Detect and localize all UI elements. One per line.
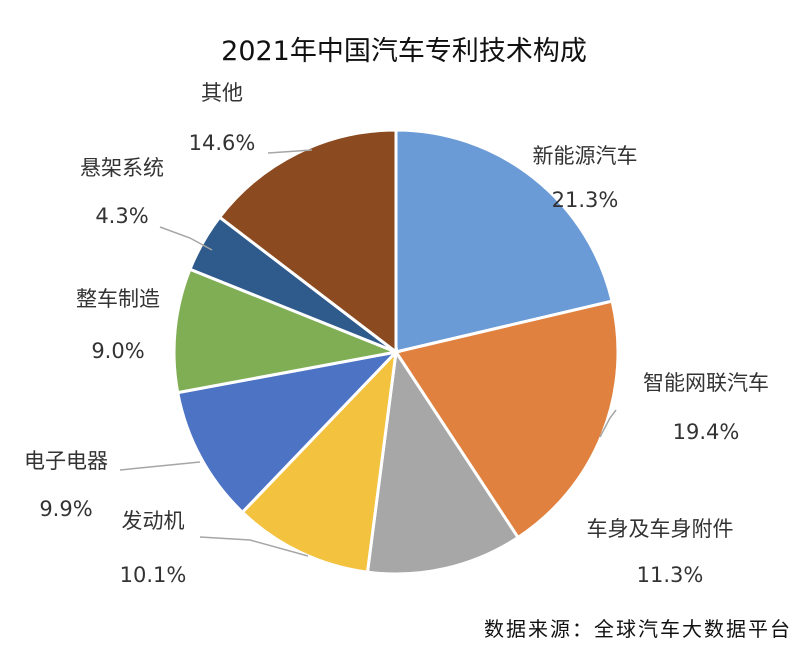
slice-name-label: 新能源汽车 [533, 144, 638, 168]
pie-slice [172, 267, 402, 395]
source-note: 数据来源：全球汽车大数据平台 [484, 617, 792, 641]
slice-labels: 新能源汽车 21.3% 智能网联汽车 19.4% 车身及车身附件 11.3% 发动机 10.1… [24, 81, 769, 587]
slice-name-label: 其他 [201, 81, 243, 105]
slice-value-label: 21.3% [552, 188, 619, 212]
pie-slice [394, 128, 614, 354]
slice-name-label: 车身及车身附件 [587, 517, 734, 541]
slice-name-label: 悬架系统 [80, 156, 164, 180]
pie-slice [176, 349, 401, 515]
leader-line [599, 409, 617, 438]
pie-slice [365, 347, 521, 576]
slice-value-label: 14.6% [189, 131, 256, 155]
pie-slices [172, 128, 620, 576]
leader-line [119, 461, 201, 471]
slice-name-label: 电子电器 [24, 449, 108, 473]
pie-slice [240, 347, 399, 574]
chart-title: 2021年中国汽车专利技术构成 [221, 36, 587, 67]
slice-name-label: 智能网联汽车 [643, 371, 769, 395]
slice-name-label: 发动机 [122, 509, 185, 533]
leader-line [159, 226, 213, 251]
leader-line [199, 536, 309, 557]
slice-value-label: 10.1% [120, 563, 187, 587]
slice-value-label: 11.3% [637, 563, 704, 587]
slice-value-label: 9.9% [39, 497, 92, 521]
slice-value-label: 19.4% [673, 420, 740, 444]
slice-name-label: 整车制造 [76, 287, 160, 311]
leader-line [267, 149, 313, 154]
pie-slice [217, 128, 398, 356]
slice-value-label: 4.3% [95, 204, 148, 228]
slice-value-label: 9.0% [91, 339, 144, 363]
leader-lines [119, 149, 617, 557]
